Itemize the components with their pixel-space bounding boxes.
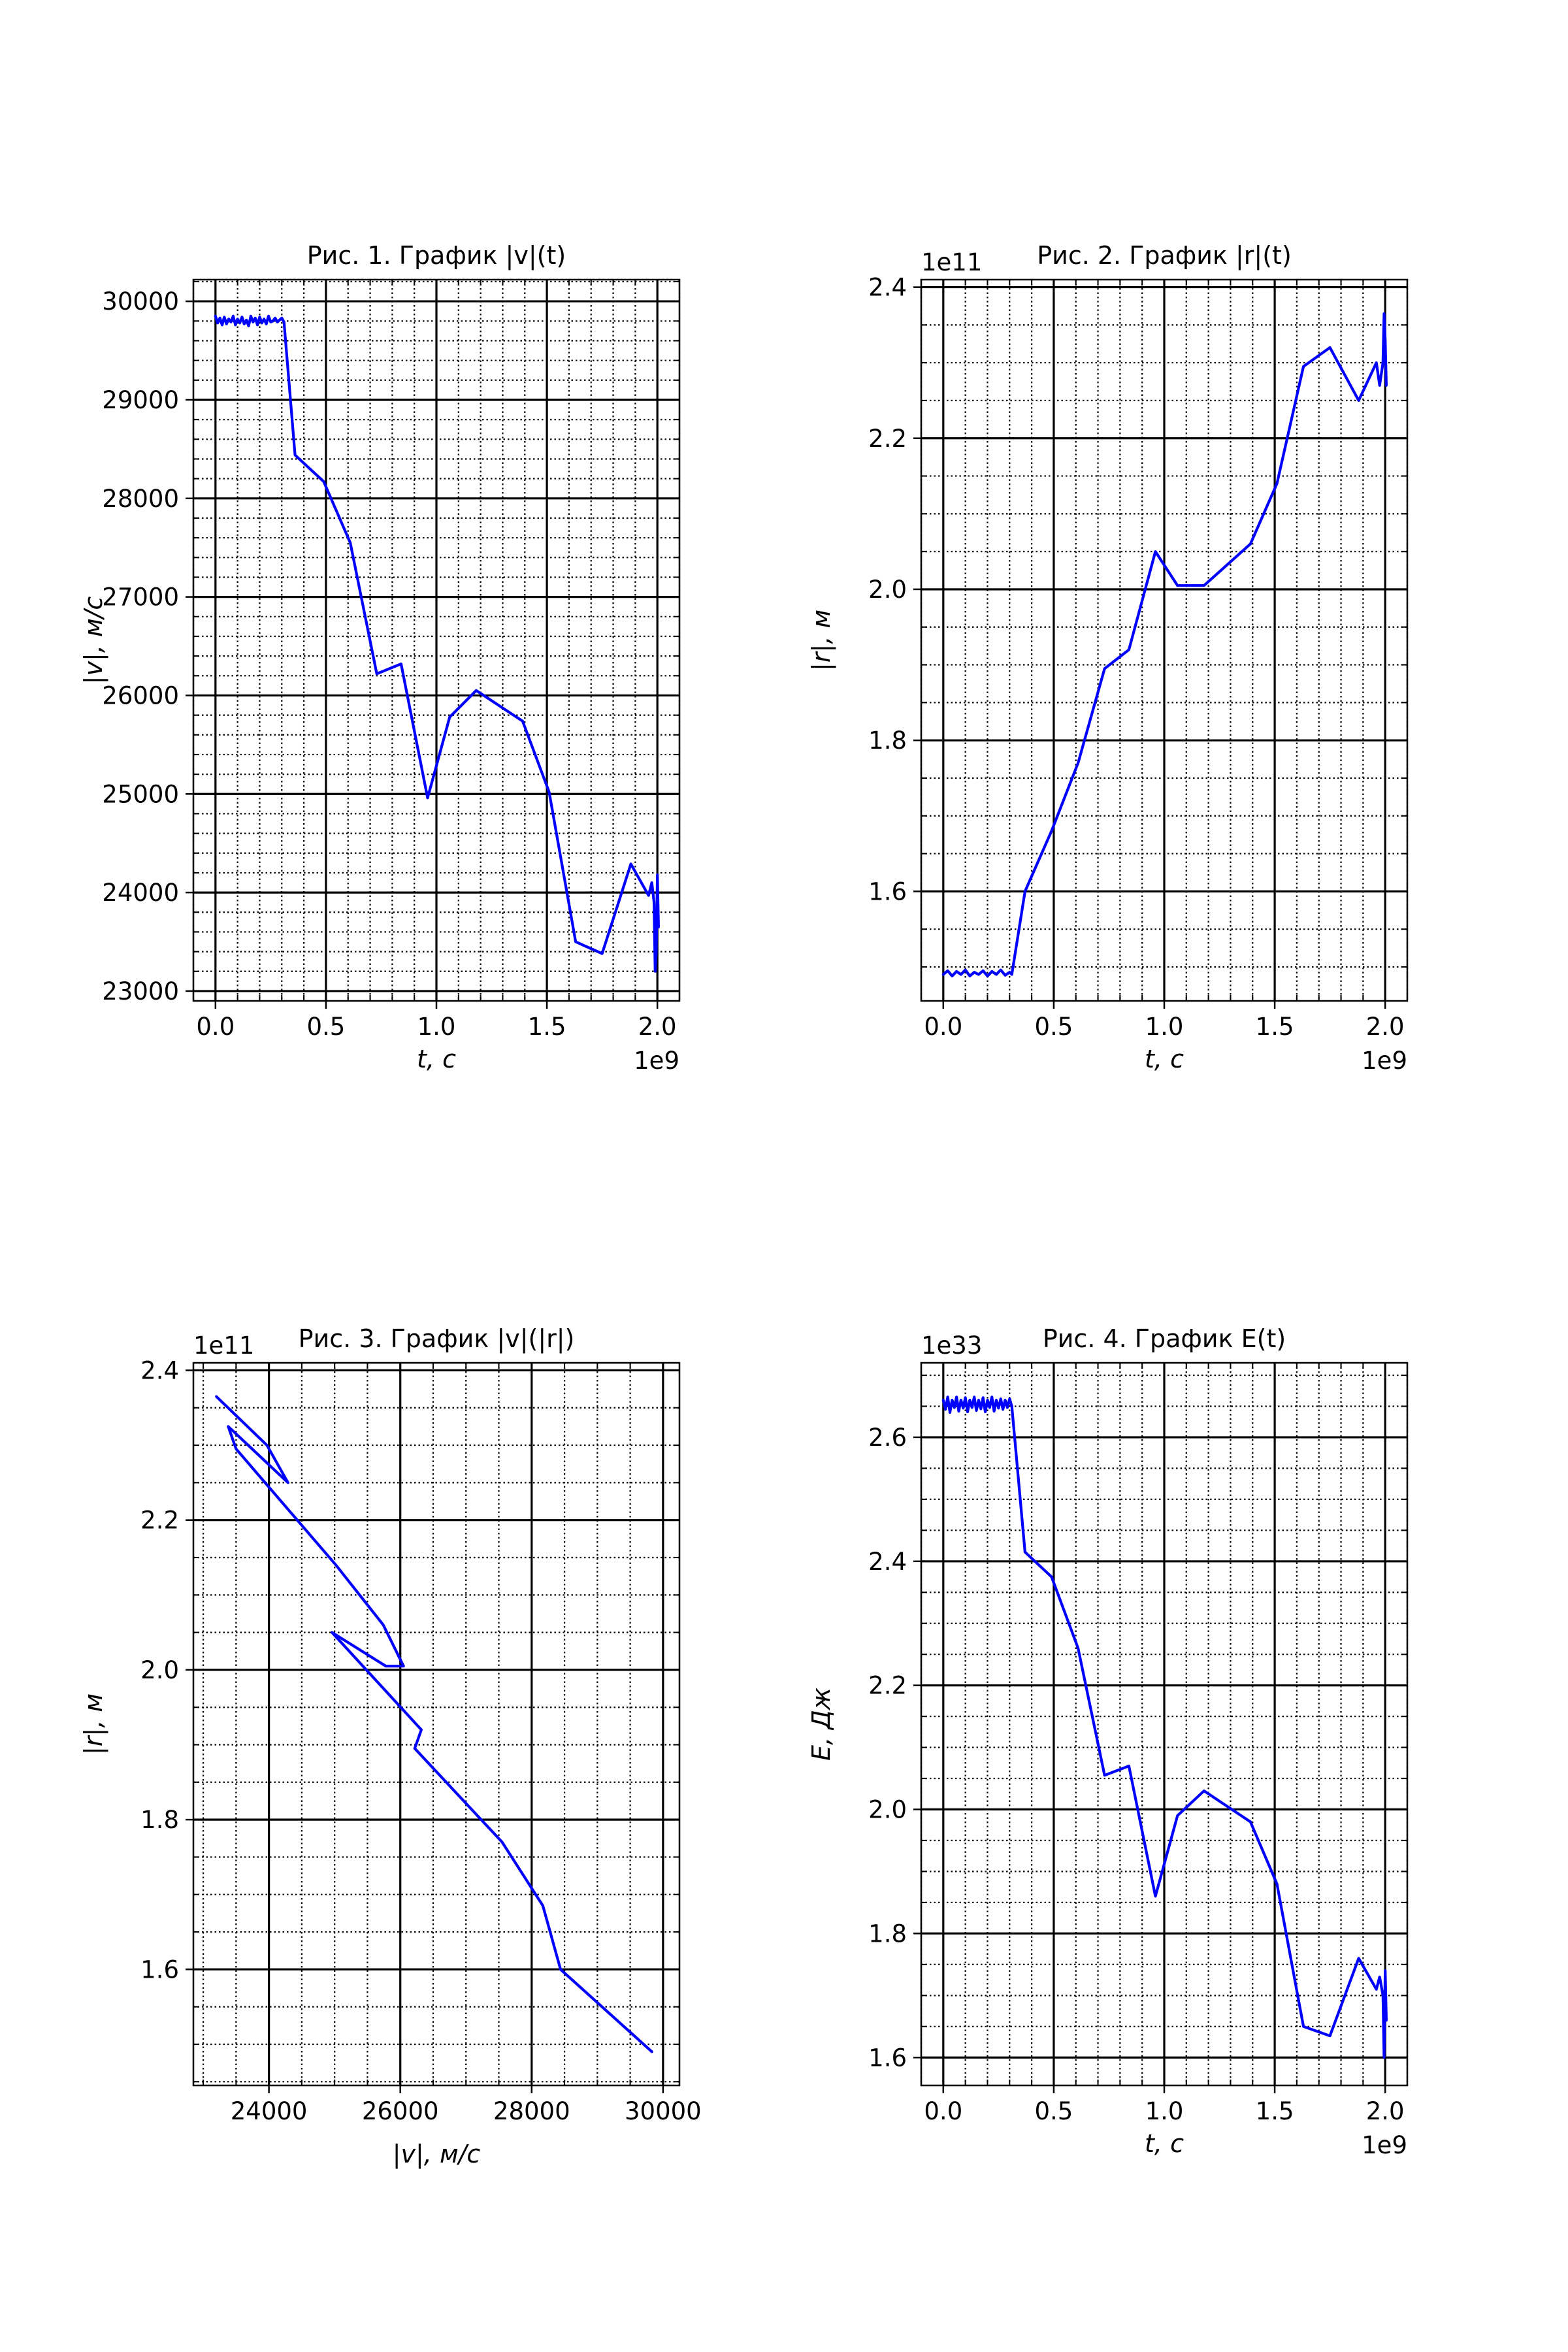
x-offset-label: 1e9 — [1362, 1047, 1407, 1075]
axes-frame — [192, 1362, 681, 2087]
y-tick-label: 24000 — [102, 879, 179, 907]
y-tick-label: 1.8 — [868, 727, 907, 755]
major-grid — [913, 280, 1407, 1009]
axes-frame — [920, 1362, 1409, 2087]
y-tick-label: 28000 — [102, 485, 179, 513]
axes-frame — [920, 278, 1409, 1002]
y-offset-label: 1e11 — [921, 248, 982, 276]
x-tick-label: 1.0 — [1145, 1013, 1184, 1041]
y-tick-label: 2.2 — [868, 1672, 907, 1700]
x-offset-label: 1e9 — [634, 1047, 679, 1075]
y-axis-label: |v|, м/c — [79, 596, 108, 685]
y-tick-label: 26000 — [102, 681, 179, 710]
x-tick-label: 1.5 — [1256, 2097, 1294, 2125]
y-tick-label: 2.4 — [868, 274, 907, 302]
x-tick-label: 24000 — [231, 2097, 308, 2125]
x-tick-label: 1.5 — [528, 1013, 566, 1041]
axes-frame — [192, 278, 681, 1002]
y-tick-label: 1.8 — [868, 1919, 907, 1948]
y-tick-label: 2.0 — [868, 576, 907, 604]
y-tick-label: 25000 — [102, 780, 179, 808]
x-tick-label: 0.5 — [1034, 2097, 1073, 2125]
y-axis-label: |r|, м — [807, 610, 836, 671]
x-tick-label: 0.0 — [196, 1013, 235, 1041]
major-grid — [186, 280, 679, 1009]
y-tick-label: 1.6 — [868, 2044, 907, 2072]
chart-title: Рис. 4. График E(t) — [1043, 1324, 1286, 1353]
chart-panel-e-of-t: 0.0 0.5 1.0 1.5 2.0 1.6 1.8 2.0 2.2 2.4 2.6 Рис. 4.… — [807, 1324, 1409, 2159]
x-tick-label: 1.5 — [1256, 1013, 1294, 1041]
series-line-r-of-v — [215, 1395, 653, 2053]
major-grid — [186, 1363, 679, 2093]
x-tick-label: 1.0 — [1145, 2097, 1184, 2125]
y-offset-label: 1e11 — [193, 1331, 254, 1360]
y-tick-label: 2.2 — [140, 1507, 179, 1535]
x-tick-label: 1.0 — [417, 1013, 456, 1041]
y-tick-label: 2.0 — [868, 1796, 907, 1824]
x-tick-label: 28000 — [493, 2097, 570, 2125]
y-tick-label: 2.4 — [868, 1548, 907, 1576]
x-tick-label: 0.0 — [924, 2097, 962, 2125]
y-tick-label: 27000 — [102, 583, 179, 612]
x-tick-label: 0.5 — [1034, 1013, 1073, 1041]
series-line-v-of-t — [214, 314, 661, 973]
x-axis-label: t, c — [417, 1045, 456, 1073]
y-tick-label: 2.4 — [140, 1356, 179, 1384]
chart-panel-r-of-t: 0.0 0.5 1.0 1.5 2.0 1.6 1.8 2.0 2.2 2.4 Рис. 2. Гр… — [807, 241, 1409, 1075]
chart-panel-r-of-v: 24000 26000 28000 30000 1.6 1.8 2.0 2.2 2.4 Рис. … — [79, 1324, 702, 2169]
y-tick-label: 23000 — [102, 977, 179, 1005]
y-tick-label: 29000 — [102, 386, 179, 414]
y-axis-label: E, Дж — [807, 1688, 836, 1761]
y-tick-label: 1.6 — [140, 1955, 179, 1984]
y-tick-label: 30000 — [102, 287, 179, 316]
major-grid — [913, 1363, 1407, 2093]
y-tick-label: 2.0 — [140, 1656, 179, 1684]
y-tick-label: 2.6 — [868, 1424, 907, 1452]
x-axis-label: t, c — [1145, 2129, 1184, 2158]
x-offset-label: 1e9 — [1362, 2131, 1407, 2159]
x-tick-label: 2.0 — [1366, 2097, 1405, 2125]
x-tick-label: 2.0 — [638, 1013, 677, 1041]
x-tick-label: 26000 — [362, 2097, 439, 2125]
y-tick-label: 1.8 — [140, 1806, 179, 1834]
x-tick-label: 0.5 — [306, 1013, 345, 1041]
x-tick-label: 0.0 — [924, 1013, 962, 1041]
chart-title: Рис. 1. График |v|(t) — [307, 241, 566, 270]
x-axis-label: t, c — [1145, 1045, 1184, 1073]
chart-title: Рис. 2. График |r|(t) — [1037, 241, 1292, 270]
y-axis-label: |r|, м — [79, 1693, 108, 1755]
y-offset-label: 1e33 — [921, 1331, 982, 1360]
chart-title: Рис. 3. График |v|(|r|) — [299, 1324, 575, 1354]
x-axis-label: |v|, м/c — [393, 2140, 481, 2169]
y-tick-label: 1.6 — [868, 877, 907, 906]
x-tick-label: 2.0 — [1366, 1013, 1405, 1041]
series-line-r-of-t — [941, 312, 1388, 978]
y-tick-label: 2.2 — [868, 425, 907, 453]
x-tick-label: 30000 — [625, 2097, 702, 2125]
chart-panel-v-of-t: 0.0 0.5 1.0 1.5 2.0 23000 24000 25000 26000 27000… — [79, 241, 681, 1075]
series-line-e-of-t — [941, 1396, 1388, 2059]
